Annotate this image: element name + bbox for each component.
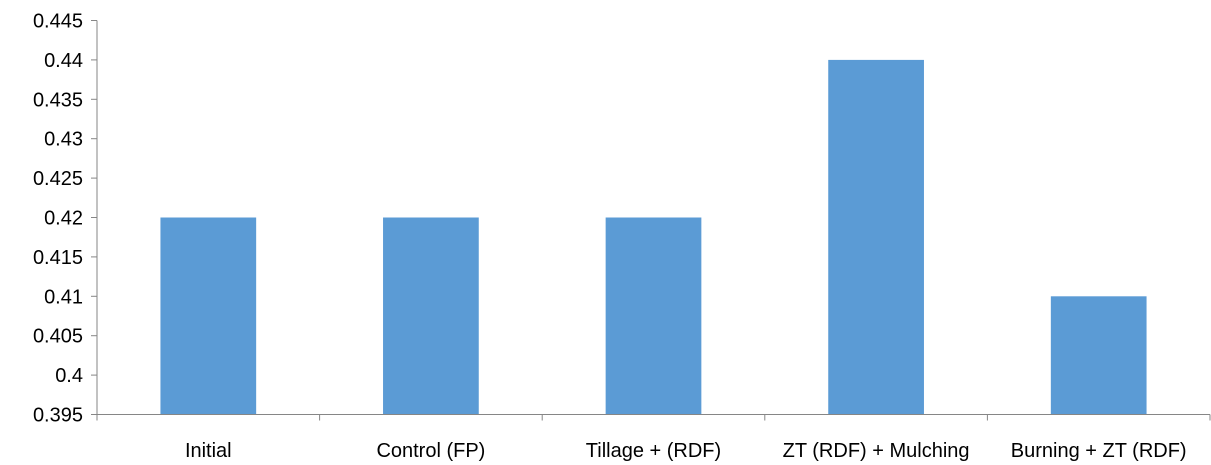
bar-zt-rdf-mulching — [828, 59, 924, 415]
y-tick-label: 0.43 — [44, 129, 83, 151]
x-axis-ticks — [96, 414, 1211, 421]
y-axis-tick-labels: 0.395 0.4 0.405 0.41 0.415 0.42 0.425 0.43 0.435… — [33, 11, 83, 427]
y-tick-label: 0.435 — [33, 89, 83, 111]
y-tick-label: 0.44 — [44, 50, 83, 72]
y-tick-label: 0.415 — [33, 247, 83, 269]
y-axis-ticks — [91, 20, 97, 415]
bar-tillage-rdf — [605, 217, 702, 415]
x-tick-label: Tillage + (RDF) — [586, 440, 721, 462]
bar-control-fp — [383, 217, 479, 415]
x-tick-label: Burning + ZT (RDF) — [1011, 440, 1187, 462]
y-tick-label: 0.4 — [55, 365, 83, 387]
y-tick-label: 0.42 — [44, 208, 83, 230]
y-tick-label: 0.445 — [33, 11, 83, 33]
bar-burning-zt-rdf — [1050, 296, 1147, 415]
bar-series — [160, 59, 1147, 415]
x-tick-label: Initial — [185, 440, 232, 462]
bar-initial — [160, 217, 257, 415]
y-tick-label: 0.425 — [33, 168, 83, 190]
y-tick-label: 0.41 — [44, 286, 83, 308]
y-tick-label: 0.405 — [33, 326, 83, 348]
x-axis-tick-labels: Initial Control (FP) Tillage + (RDF) ZT (RD… — [185, 440, 1187, 462]
y-tick-label: 0.395 — [33, 405, 83, 427]
x-tick-label: Control (FP) — [376, 440, 485, 462]
x-tick-label: ZT (RDF) + Mulching — [783, 440, 970, 462]
